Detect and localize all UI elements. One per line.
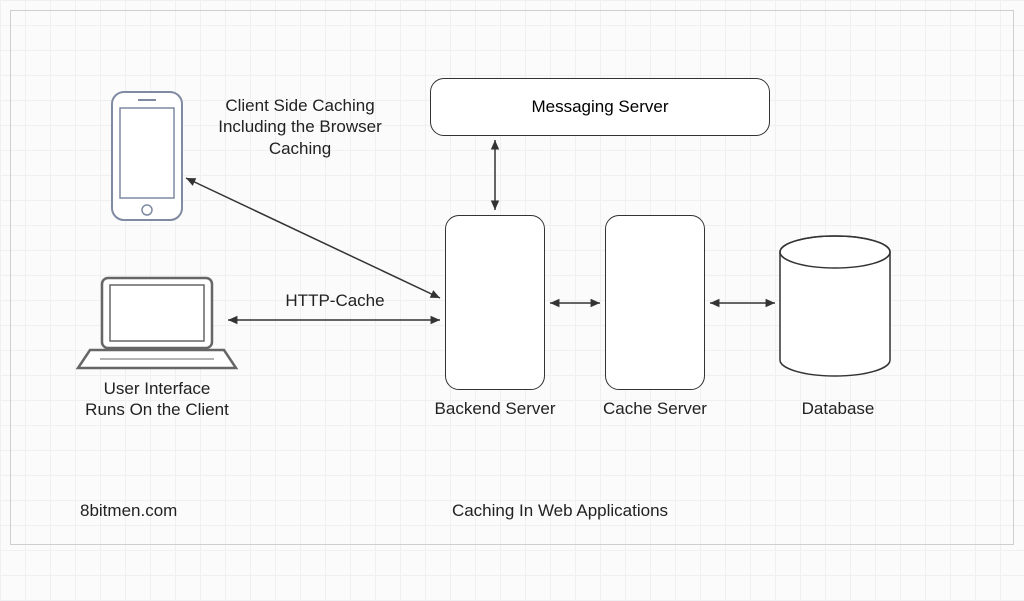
- database-icon: [780, 236, 890, 376]
- http-cache-label: HTTP-Cache: [285, 290, 384, 311]
- cache-label: Cache Server: [603, 398, 707, 419]
- title-label: Caching In Web Applications: [452, 500, 668, 521]
- user-interface-label: User InterfaceRuns On the Client: [47, 378, 267, 421]
- backend-label: Backend Server: [435, 398, 556, 419]
- laptop-icon: [78, 278, 236, 368]
- attribution-label: 8bitmen.com: [80, 500, 177, 521]
- edge-phone-backend: [186, 178, 440, 298]
- database-label: Database: [802, 398, 875, 419]
- phone-icon: [112, 92, 182, 220]
- client-caching-label: Client Side CachingIncluding the Browser…: [200, 95, 400, 159]
